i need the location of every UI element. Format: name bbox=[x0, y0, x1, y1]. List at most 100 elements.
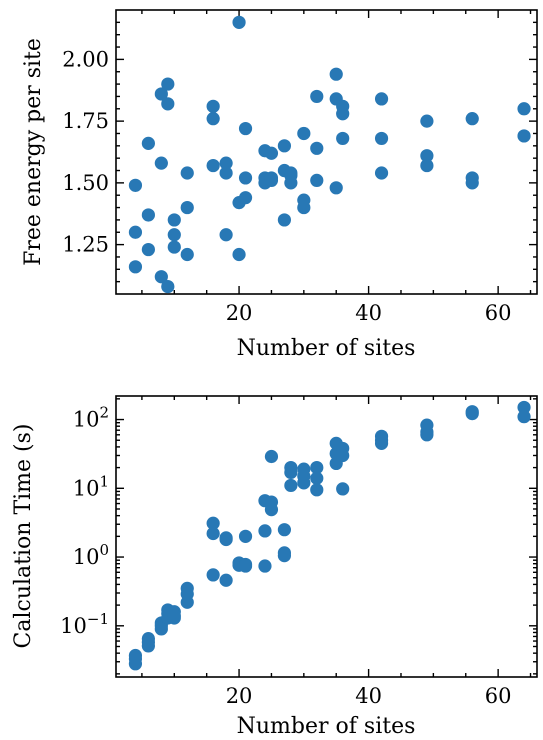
data-point bbox=[167, 213, 181, 227]
data-point bbox=[206, 526, 220, 541]
data-point bbox=[219, 156, 233, 170]
data-point bbox=[219, 573, 233, 587]
data-point bbox=[232, 247, 246, 262]
data-point bbox=[264, 502, 279, 517]
y-tick-label-base: 10 bbox=[73, 476, 100, 500]
data-point bbox=[517, 102, 531, 116]
y-tick-label: 1.25 bbox=[62, 233, 109, 257]
data-point bbox=[297, 126, 311, 141]
data-point bbox=[141, 208, 155, 222]
data-point bbox=[238, 529, 253, 543]
x-axis-label: Number of sites bbox=[237, 714, 416, 739]
data-point bbox=[310, 141, 324, 155]
data-point bbox=[167, 240, 181, 254]
y-axis-label: Calculation Time (s) bbox=[11, 424, 36, 649]
x-tick-label: 20 bbox=[226, 301, 253, 325]
y-tick-label: 101 bbox=[73, 472, 109, 500]
data-point bbox=[374, 436, 389, 450]
data-points bbox=[128, 400, 531, 671]
data-point bbox=[277, 523, 291, 537]
data-point bbox=[297, 476, 311, 490]
data-point bbox=[310, 460, 324, 475]
data-point bbox=[154, 622, 168, 636]
y-tick-label: 100 bbox=[73, 541, 109, 569]
data-point bbox=[465, 407, 479, 421]
y-tick-label-exponent: 1 bbox=[99, 472, 109, 490]
plot-frame bbox=[115, 9, 538, 295]
data-point bbox=[167, 228, 181, 242]
data-point bbox=[161, 279, 175, 294]
data-point bbox=[310, 173, 324, 187]
data-point bbox=[329, 67, 343, 81]
axis-ticks bbox=[116, 396, 537, 677]
y-tick-label: 1.75 bbox=[62, 109, 109, 133]
data-point bbox=[180, 247, 194, 262]
data-point bbox=[277, 139, 291, 153]
data-point bbox=[374, 131, 389, 146]
data-point bbox=[310, 89, 324, 104]
x-tick-label: 40 bbox=[355, 301, 382, 325]
plot-frame bbox=[115, 395, 538, 678]
data-points bbox=[128, 15, 531, 294]
y-tick-label-exponent: 0 bbox=[99, 541, 109, 559]
data-point bbox=[161, 77, 175, 91]
data-point bbox=[336, 107, 350, 121]
x-tick-labels: 20 40 60 bbox=[226, 301, 512, 325]
data-point bbox=[284, 478, 298, 493]
x-tick-label: 60 bbox=[485, 301, 512, 325]
data-point bbox=[128, 657, 143, 671]
data-point bbox=[167, 611, 181, 625]
data-point bbox=[232, 15, 246, 29]
data-point bbox=[206, 158, 220, 173]
data-point bbox=[374, 92, 389, 106]
data-point bbox=[161, 97, 175, 111]
data-point bbox=[310, 471, 324, 485]
data-point bbox=[180, 166, 194, 180]
data-point bbox=[336, 448, 350, 463]
x-axis-label: Number of sites bbox=[237, 336, 416, 361]
data-point bbox=[420, 149, 434, 163]
data-point bbox=[180, 200, 194, 215]
data-point bbox=[141, 136, 155, 150]
data-point bbox=[128, 178, 143, 192]
data-point bbox=[264, 173, 279, 187]
data-point bbox=[238, 121, 253, 136]
data-point bbox=[336, 482, 350, 496]
x-tick-label: 40 bbox=[355, 684, 382, 708]
data-point bbox=[238, 191, 253, 205]
y-tick-label-base: 10 bbox=[73, 408, 100, 432]
data-point bbox=[420, 428, 434, 442]
x-tick-label: 20 bbox=[226, 684, 253, 708]
data-point bbox=[420, 158, 434, 173]
data-point bbox=[374, 166, 389, 180]
data-point bbox=[154, 270, 168, 284]
data-point bbox=[154, 156, 168, 170]
data-point bbox=[238, 559, 253, 573]
y-tick-label-base: 10 bbox=[60, 614, 87, 638]
data-point bbox=[329, 181, 343, 195]
y-tick-label: 102 bbox=[73, 404, 109, 432]
data-point bbox=[277, 548, 291, 563]
data-point bbox=[517, 400, 531, 415]
data-point bbox=[284, 176, 298, 190]
data-point bbox=[206, 516, 220, 530]
data-point bbox=[264, 449, 279, 464]
data-point bbox=[297, 200, 311, 215]
data-point bbox=[180, 595, 194, 609]
data-point bbox=[465, 176, 479, 190]
y-tick-label-exponent: 2 bbox=[99, 404, 109, 422]
data-point bbox=[206, 112, 220, 126]
y-tick-label: 1.50 bbox=[62, 171, 109, 195]
data-point bbox=[284, 465, 298, 480]
data-point bbox=[310, 483, 324, 497]
axis-ticks bbox=[116, 10, 537, 294]
data-point bbox=[219, 166, 233, 180]
y-axis-label: Free energy per site bbox=[21, 38, 46, 266]
data-point bbox=[465, 112, 479, 126]
data-point bbox=[206, 568, 220, 582]
data-point bbox=[277, 213, 291, 227]
data-point bbox=[128, 225, 143, 239]
